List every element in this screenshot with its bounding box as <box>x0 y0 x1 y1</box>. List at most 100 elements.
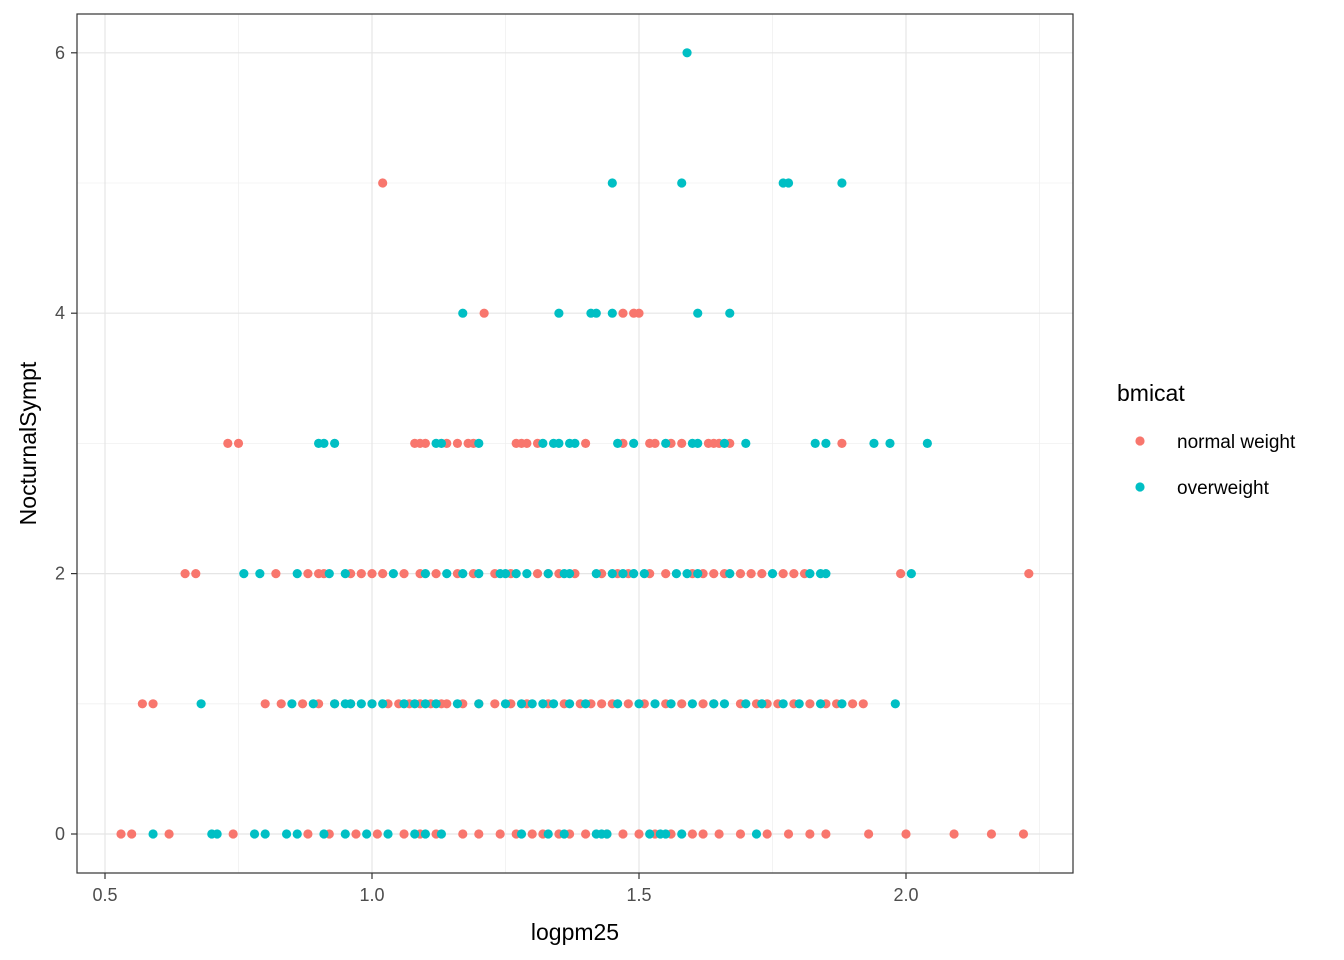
point-normal-weight <box>677 438 687 448</box>
point-overweight <box>212 829 222 839</box>
point-overweight <box>634 699 644 709</box>
point-overweight <box>821 438 831 448</box>
point-overweight <box>330 438 340 448</box>
legend-key-normal-weight <box>1135 436 1145 446</box>
point-overweight <box>693 438 703 448</box>
point-overweight <box>281 829 292 839</box>
point-overweight <box>666 699 676 709</box>
point-overweight <box>356 699 366 709</box>
point-overweight <box>639 569 649 579</box>
point-normal-weight <box>431 569 441 579</box>
point-overweight <box>591 308 601 318</box>
point-normal-weight <box>901 829 911 839</box>
point-overweight <box>436 829 447 839</box>
point-overweight <box>821 569 831 579</box>
point-normal-weight <box>490 699 500 709</box>
point-overweight <box>725 569 735 579</box>
point-normal-weight <box>848 699 858 709</box>
point-normal-weight <box>522 438 532 448</box>
point-overweight <box>330 699 340 709</box>
point-overweight <box>810 438 820 448</box>
point-normal-weight <box>420 438 430 448</box>
point-overweight <box>554 438 564 448</box>
point-overweight <box>431 699 441 709</box>
point-overweight <box>869 438 879 448</box>
point-overweight <box>500 569 511 579</box>
point-overweight <box>602 829 612 839</box>
point-normal-weight <box>191 569 201 579</box>
point-overweight <box>607 308 617 318</box>
point-normal-weight <box>276 699 286 709</box>
point-overweight <box>474 438 484 448</box>
point-normal-weight <box>778 569 788 579</box>
point-overweight <box>618 569 628 579</box>
point-normal-weight <box>677 699 687 709</box>
point-overweight <box>362 829 372 839</box>
point-normal-weight <box>597 699 607 709</box>
point-overweight <box>719 438 730 448</box>
point-normal-weight <box>367 569 377 579</box>
point-overweight <box>287 699 297 709</box>
legend-entries: normal weight overweight <box>1135 432 1296 499</box>
point-normal-weight <box>805 829 815 839</box>
x-tick-label: 1.0 <box>359 885 384 905</box>
point-normal-weight <box>949 829 959 839</box>
point-overweight <box>607 178 617 188</box>
point-normal-weight <box>629 308 639 318</box>
point-overweight <box>527 699 537 709</box>
point-overweight <box>319 829 329 839</box>
point-overweight <box>783 178 794 188</box>
point-normal-weight <box>735 569 746 579</box>
legend-title: bmicat <box>1117 380 1185 406</box>
y-tick-label: 0 <box>55 824 65 844</box>
point-overweight <box>538 699 548 709</box>
point-overweight <box>420 699 430 709</box>
point-normal-weight <box>864 829 874 839</box>
point-normal-weight <box>137 699 147 709</box>
point-overweight <box>677 178 687 188</box>
point-overweight <box>420 829 430 839</box>
point-normal-weight <box>233 438 244 448</box>
point-overweight <box>906 569 916 579</box>
point-overweight <box>709 699 719 709</box>
point-overweight <box>260 829 270 839</box>
point-overweight <box>196 699 206 709</box>
point-overweight <box>741 438 751 448</box>
point-overweight <box>607 569 617 579</box>
point-overweight <box>458 569 468 579</box>
point-normal-weight <box>623 699 633 709</box>
point-normal-weight <box>474 829 484 839</box>
point-overweight <box>474 569 484 579</box>
point-normal-weight <box>458 829 468 839</box>
point-normal-weight <box>378 569 388 579</box>
point-overweight <box>591 569 601 579</box>
point-normal-weight <box>399 829 409 839</box>
point-overweight <box>420 569 430 579</box>
point-overweight <box>410 699 420 709</box>
point-normal-weight <box>709 569 719 579</box>
point-overweight <box>661 829 671 839</box>
point-normal-weight <box>789 569 799 579</box>
point-overweight <box>778 699 788 709</box>
point-overweight <box>516 699 527 709</box>
point-overweight <box>677 829 687 839</box>
point-overweight <box>522 569 532 579</box>
point-overweight <box>815 699 826 709</box>
y-tick-label: 6 <box>55 43 65 63</box>
point-overweight <box>500 699 511 709</box>
point-normal-weight <box>762 829 772 839</box>
point-overweight <box>613 438 623 448</box>
y-tick-label: 4 <box>55 303 65 323</box>
point-overweight <box>543 829 553 839</box>
point-overweight <box>671 569 681 579</box>
point-overweight <box>719 699 730 709</box>
point-overweight <box>794 699 804 709</box>
point-overweight <box>693 569 703 579</box>
point-overweight <box>388 569 398 579</box>
point-normal-weight <box>442 699 452 709</box>
point-overweight <box>442 569 452 579</box>
legend: bmicat normal weight overweight <box>1117 380 1296 499</box>
point-overweight <box>292 569 302 579</box>
point-normal-weight <box>986 829 997 839</box>
